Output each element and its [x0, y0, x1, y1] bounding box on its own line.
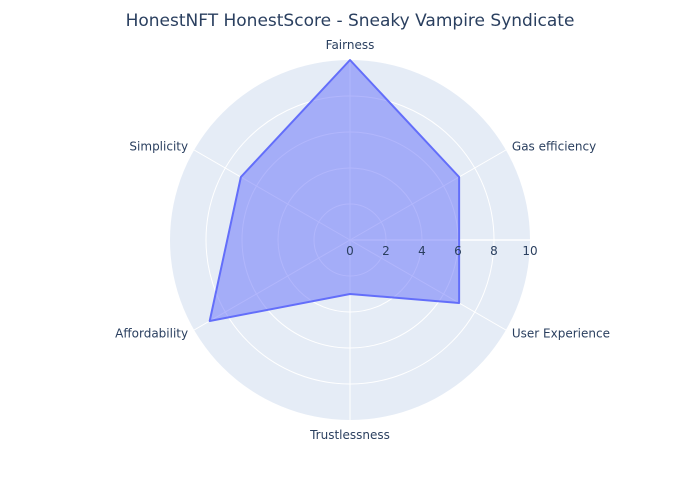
- radial-tick-label: 10: [522, 244, 537, 258]
- axis-label-simplicity: Simplicity: [129, 140, 188, 154]
- radar-axis-labels: Fairness Gas efficiency User Experience Tru…: [115, 38, 610, 442]
- radial-tick-label: 0: [346, 244, 354, 258]
- axis-label-trustlessness: Trustlessness: [309, 428, 390, 442]
- radial-tick-label: 2: [382, 244, 390, 258]
- axis-label-user-experience: User Experience: [512, 327, 610, 341]
- radial-tick-label: 8: [490, 244, 498, 258]
- radar-tick-labels: 0 2 4 6 8 10: [346, 244, 537, 258]
- axis-label-gas-efficiency: Gas efficiency: [512, 140, 596, 154]
- chart-title: HonestNFT HonestScore - Sneaky Vampire S…: [125, 11, 575, 31]
- axis-label-affordability: Affordability: [115, 327, 188, 341]
- axis-label-fairness: Fairness: [326, 38, 375, 52]
- radial-tick-label: 4: [418, 244, 426, 258]
- radial-tick-label: 6: [454, 244, 462, 258]
- radar-series: [208, 59, 461, 322]
